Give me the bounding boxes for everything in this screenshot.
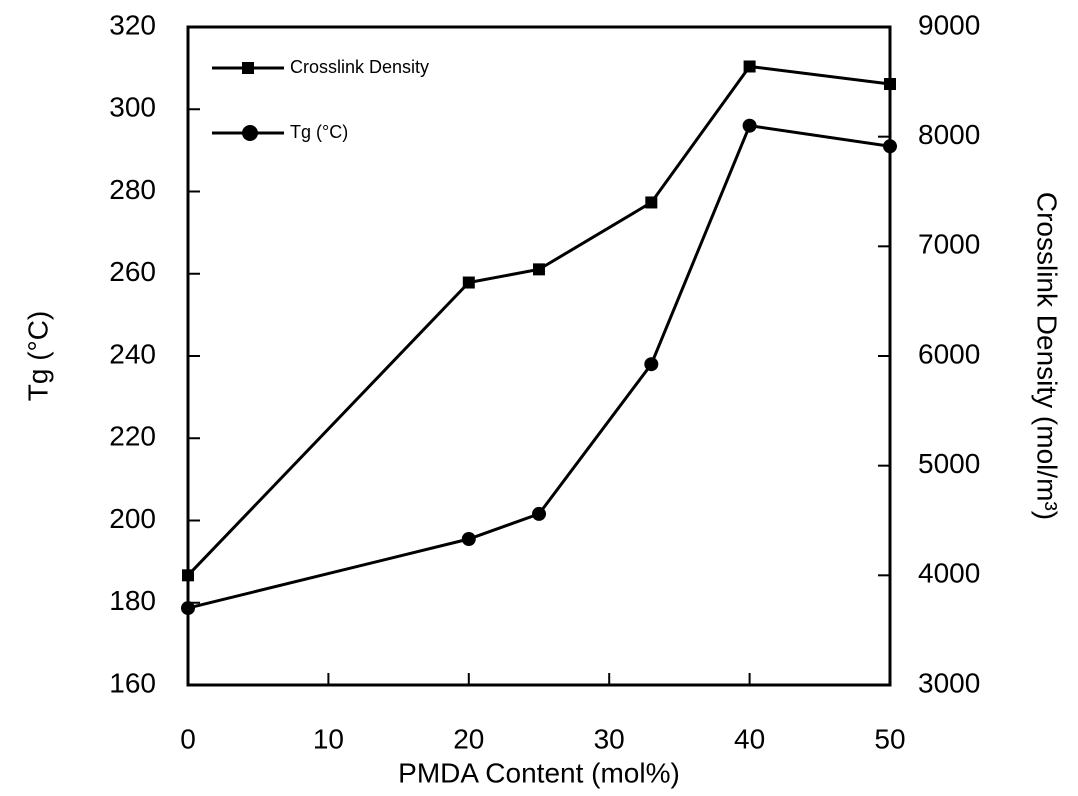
x-tick-label: 10 bbox=[313, 723, 344, 754]
y-tick-label: 180 bbox=[109, 585, 156, 616]
y-tick-label: 160 bbox=[109, 667, 156, 698]
y2-tick-label: 3000 bbox=[918, 667, 980, 698]
marker bbox=[644, 357, 659, 372]
legend-label: Tg (°C) bbox=[290, 122, 348, 142]
marker bbox=[645, 196, 658, 209]
y2-tick-label: 5000 bbox=[918, 448, 980, 479]
y-tick-label: 200 bbox=[109, 503, 156, 534]
y2-axis-label: Crosslink Density (mol/m³) bbox=[1032, 192, 1063, 520]
y-tick-label: 300 bbox=[109, 92, 156, 123]
legend-marker bbox=[242, 125, 258, 141]
marker bbox=[532, 506, 546, 521]
y-tick-label: 260 bbox=[109, 256, 156, 287]
y-axis-label: Tg (°C) bbox=[22, 311, 53, 402]
marker bbox=[742, 118, 757, 133]
y2-tick-label: 9000 bbox=[918, 9, 980, 40]
series-line bbox=[186, 64, 891, 577]
x-tick-label: 40 bbox=[734, 723, 765, 754]
y2-tick-label: 4000 bbox=[918, 558, 980, 589]
x-tick-label: 50 bbox=[874, 723, 905, 754]
marker bbox=[883, 139, 897, 154]
y2-tick-label: 6000 bbox=[918, 338, 980, 369]
y-tick-label: 240 bbox=[109, 338, 156, 369]
marker bbox=[743, 60, 756, 73]
x-axis-label: PMDA Content (mol%) bbox=[398, 757, 680, 788]
marker bbox=[181, 601, 195, 616]
y2-tick-label: 8000 bbox=[918, 119, 980, 150]
marker bbox=[462, 276, 475, 289]
series-line bbox=[187, 124, 891, 610]
marker bbox=[884, 78, 896, 91]
y-tick-label: 320 bbox=[109, 9, 156, 40]
legend-marker bbox=[242, 62, 254, 74]
x-tick-label: 0 bbox=[180, 723, 196, 754]
y2-tick-label: 7000 bbox=[918, 229, 980, 260]
marker bbox=[461, 532, 476, 547]
x-tick-label: 30 bbox=[594, 723, 625, 754]
marker bbox=[182, 569, 194, 582]
y-tick-label: 220 bbox=[109, 421, 156, 452]
x-tick-label: 20 bbox=[453, 723, 484, 754]
legend-label: Crosslink Density bbox=[290, 57, 429, 77]
y-tick-label: 280 bbox=[109, 174, 156, 205]
marker bbox=[533, 263, 545, 276]
